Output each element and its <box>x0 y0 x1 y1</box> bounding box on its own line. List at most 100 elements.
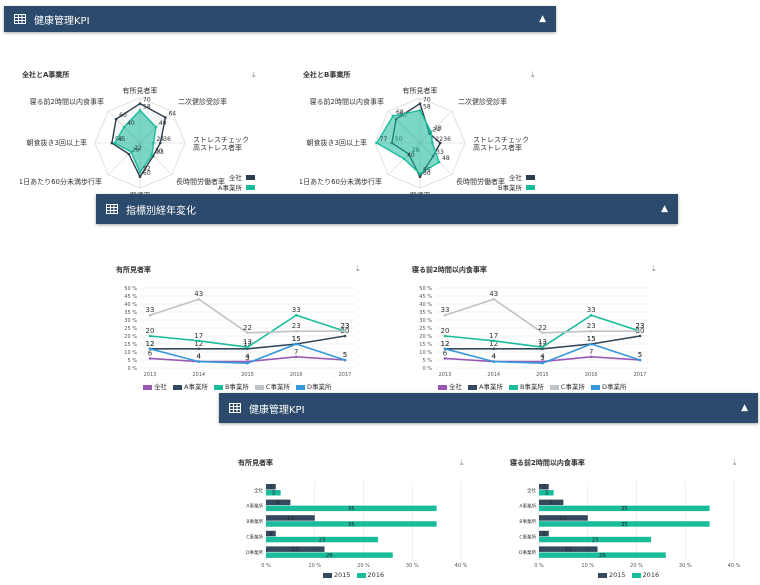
bar-2016 <box>266 505 437 512</box>
x-tick-label: 40 % <box>728 563 741 569</box>
bar-2015 <box>539 499 564 506</box>
legend-item[interactable]: 2016 <box>356 571 385 579</box>
radar-axis-label: 朝食抜き3回以上率 <box>27 138 87 147</box>
legend-swatch <box>590 384 600 390</box>
bar-value-label: 23 <box>319 537 326 543</box>
legend-item[interactable]: 2015 <box>323 571 351 579</box>
legend-item[interactable]: C事業所 <box>549 381 585 391</box>
radar-point <box>438 141 442 145</box>
y-tick-label: 30 % <box>124 318 137 324</box>
download-icon[interactable]: ⤓ <box>531 70 535 79</box>
legend-label: 2016 <box>367 571 385 579</box>
legend-item[interactable]: D事業所 <box>295 381 331 391</box>
bar-2016 <box>539 505 710 512</box>
radar1-title: 全社とA事業所 <box>22 71 70 79</box>
legend-swatch <box>468 384 477 390</box>
radar-point <box>431 141 434 145</box>
data-label: 12 <box>441 340 450 348</box>
download-icon[interactable]: ⤓ <box>460 458 464 467</box>
legend-label: B事業所 <box>224 383 249 391</box>
x-tick-label: 2016 <box>290 372 303 378</box>
download-icon[interactable]: ⤓ <box>356 264 360 273</box>
radar-axis-label: 喫煙率 <box>410 191 431 195</box>
legend-item[interactable]: B事業所 <box>508 381 544 391</box>
radar-value-label: 70 <box>423 97 431 104</box>
data-label: 22 <box>243 324 252 332</box>
radar-point <box>402 157 406 161</box>
category-label: C事業所 <box>519 534 536 541</box>
line-chart-1: 0 % 5 % 10 % 15 % 20 % 25 % 30 % 35 % 40 % 45 % 50… <box>124 286 355 378</box>
legend-item[interactable]: 全社 <box>143 381 167 391</box>
radar-value-label: 28 <box>434 125 442 132</box>
radar-axis-label: ストレスチェック <box>193 136 249 144</box>
data-label: 23 <box>636 322 645 330</box>
chevron-up-icon[interactable]: ▲ <box>661 204 668 214</box>
category-label: D事業所 <box>519 549 536 556</box>
bar-2015 <box>266 484 276 490</box>
radar-value-label: 24 <box>157 136 165 143</box>
radar-point <box>127 152 131 156</box>
y-tick-label: 45 % <box>419 294 432 300</box>
data-label: 22 <box>538 324 547 332</box>
radar-axis-label: 有所見者率 <box>403 86 438 95</box>
radar-value-label: 45 <box>118 136 126 143</box>
radar-value-label: 48 <box>442 155 450 162</box>
panel2-header[interactable]: 指標別経年変化 ▲ <box>96 194 678 224</box>
legend-swatch <box>173 384 182 390</box>
bar-value-label: 5 <box>549 500 553 506</box>
y-tick-label: 35 % <box>124 310 137 316</box>
legend-swatch <box>631 572 641 578</box>
legend-item[interactable]: 2016 <box>631 571 659 579</box>
panel3-header[interactable]: 健康管理KPI ▲ <box>219 393 758 423</box>
bar-value-label: 2 <box>542 485 546 491</box>
radar-legend-label: 全社 <box>509 173 523 182</box>
legend-item[interactable]: 全社 <box>438 381 462 391</box>
data-label: 23 <box>292 322 301 330</box>
legend-item[interactable]: A事業所 <box>468 381 503 391</box>
legend-item[interactable]: A事業所 <box>173 381 208 391</box>
radar-axis-label: 二次健診受診率 <box>178 97 227 106</box>
data-label: 15 <box>587 335 596 343</box>
series-point <box>343 358 347 362</box>
chevron-up-icon[interactable]: ▲ <box>539 14 546 24</box>
series-point <box>343 329 347 333</box>
download-icon[interactable]: ⤓ <box>733 458 737 467</box>
legend-item[interactable]: 2015 <box>598 571 626 579</box>
bar-chart-1: 0 % 10 % 20 % 30 % 40 %全社23A事業所535B事業所1035C事… <box>246 482 468 569</box>
panel1-header[interactable]: 健康管理KPI ▲ <box>4 6 556 32</box>
download-icon[interactable]: ⤓ <box>652 264 656 273</box>
legend-item[interactable]: C事業所 <box>254 381 290 391</box>
panel2-title: 指標別経年変化 <box>126 205 196 217</box>
download-icon[interactable]: ⤓ <box>252 70 256 79</box>
bar-2015 <box>266 546 325 552</box>
radar-value-label: 36 <box>443 136 451 143</box>
bar-2016 <box>266 521 437 527</box>
data-label: 17 <box>194 332 203 340</box>
radar-point <box>114 117 118 121</box>
line-legend-1: 全社 A事業所 B事業所 C事業所 D事業所 <box>143 381 331 391</box>
y-tick-label: 15 % <box>124 342 137 348</box>
radar-legend-swatch <box>246 175 255 180</box>
radar-value-label: 33 <box>436 149 444 156</box>
x-tick-label: 2014 <box>192 372 205 378</box>
bar-2016 <box>266 552 393 558</box>
bar-value-label: 10 <box>560 516 567 522</box>
radar-axis-label: ストレスチェック <box>473 136 529 144</box>
radar-point <box>138 170 142 174</box>
legend-item[interactable]: B事業所 <box>213 381 249 391</box>
chevron-up-icon[interactable]: ▲ <box>741 403 748 413</box>
series-point <box>148 313 152 317</box>
series-point <box>197 347 201 351</box>
radar-value-label: 24 <box>433 126 441 133</box>
radar-value-label: 40 <box>407 152 415 159</box>
y-tick-label: 30 % <box>419 318 432 324</box>
data-label: 4 <box>540 353 545 361</box>
data-label: 12 <box>489 340 498 348</box>
data-label: 43 <box>489 290 498 298</box>
bar-2016 <box>539 490 554 496</box>
legend-swatch <box>295 384 305 390</box>
data-label: 23 <box>341 322 350 330</box>
x-tick-label: 2013 <box>439 372 452 378</box>
legend-item[interactable]: D事業所 <box>590 381 626 391</box>
legend-label: C事業所 <box>265 383 290 391</box>
